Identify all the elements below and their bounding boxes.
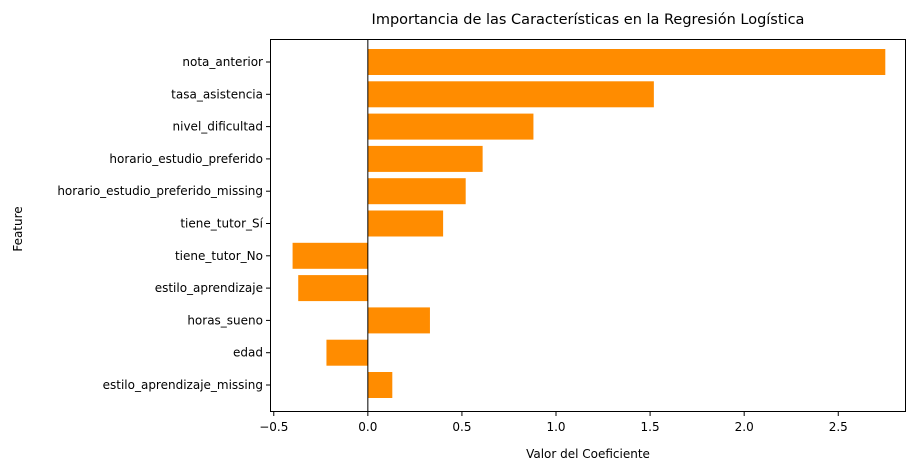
y-tick-label: nivel_dificultad — [173, 120, 263, 134]
bar-tiene_tutor_Sí — [367, 210, 444, 237]
x-tick-label: 2.0 — [735, 420, 754, 434]
y-tick-label: estilo_aprendizaje_missing — [103, 378, 263, 392]
plot-frame — [270, 39, 906, 412]
x-ticks-group: −0.5 0.0 0.5 1.0 1.5 2.0 2.5 — [259, 412, 848, 434]
bar-estilo_aprendizaje — [298, 275, 368, 302]
y-ticks-group: nota_anterior tasa_asistencia nivel_dificu… — [57, 55, 270, 392]
bar-nivel_dificultad — [367, 113, 534, 140]
y-tick-label: tasa_asistencia — [171, 87, 263, 101]
x-tick-label: −0.5 — [259, 420, 288, 434]
bar-horario_estudio_preferido_missing — [367, 178, 466, 205]
y-tick-label: horario_estudio_preferido — [109, 152, 263, 166]
bars-group — [292, 49, 886, 398]
x-tick-label: 1.5 — [641, 420, 660, 434]
y-tick-label: nota_anterior — [182, 55, 263, 69]
y-axis-label: Feature — [11, 206, 25, 251]
x-tick-label: 0.0 — [358, 420, 377, 434]
bar-tiene_tutor_No — [292, 242, 368, 269]
y-tick-label: horas_sueno — [187, 313, 263, 327]
y-tick-label: tiene_tutor_No — [175, 249, 263, 263]
bar-edad — [326, 339, 368, 366]
bar-tasa_asistencia — [367, 81, 654, 108]
y-tick-label: tiene_tutor_Sí — [180, 217, 263, 231]
y-tick-label: horario_estudio_preferido_missing — [57, 184, 263, 198]
x-tick-label: 2.5 — [829, 420, 848, 434]
x-tick-label: 1.0 — [546, 420, 565, 434]
bar-horas_sueno — [367, 307, 430, 334]
x-tick-label: 0.5 — [452, 420, 471, 434]
chart-title: Importancia de las Características en la… — [372, 12, 805, 28]
bar-horario_estudio_preferido — [367, 145, 483, 172]
y-tick-label: estilo_aprendizaje — [155, 281, 263, 295]
x-axis-label: Valor del Coeficiente — [526, 447, 650, 461]
y-tick-label: edad — [233, 346, 263, 360]
bar-estilo_aprendizaje_missing — [367, 372, 393, 398]
bar-nota_anterior — [367, 49, 886, 75]
